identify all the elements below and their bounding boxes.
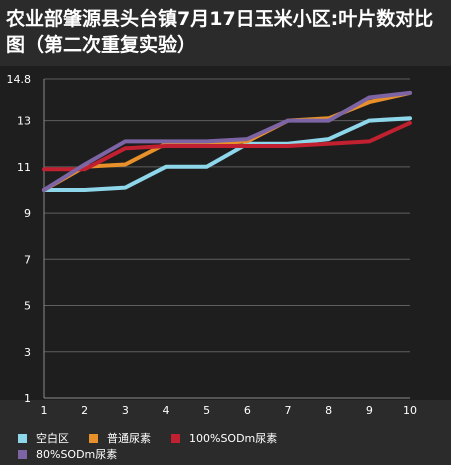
x-tick-label: 8 [325, 404, 332, 417]
plot-area [0, 66, 451, 400]
x-tick-label: 5 [203, 404, 210, 417]
series-line-3 [42, 120, 412, 172]
legend: 空白区 普通尿素 100%SODm尿素 80%SODm尿素 [18, 430, 438, 462]
legend-swatch-blank [18, 433, 27, 443]
x-tick-label: 9 [366, 404, 373, 417]
x-tick-label: 6 [244, 404, 251, 417]
legend-label-urea: 普通尿素 [107, 432, 151, 445]
legend-swatch-sodm-80 [18, 449, 27, 459]
x-tick-labels: 1 2 3 4 5 6 7 8 9 10 [41, 404, 418, 417]
legend-label-blank: 空白区 [36, 432, 69, 445]
x-tick-label: 7 [285, 404, 292, 417]
legend-item-sodm-80: 80%SODm尿素 [18, 446, 117, 462]
x-tick-label: 2 [81, 404, 88, 417]
legend-row-1: 空白区 普通尿素 100%SODm尿素 [18, 430, 438, 446]
legend-item-sodm-100: 100%SODm尿素 [171, 430, 277, 446]
legend-row-2: 80%SODm尿素 [18, 446, 438, 462]
legend-label-sodm-80: 80%SODm尿素 [36, 448, 118, 461]
y-tick-label: 7 [24, 253, 31, 266]
chart-title: 农业部肇源县头台镇7月17日玉米小区:叶片数对比图（第二次重复实验） [6, 8, 434, 56]
x-tick-label: 1 [41, 404, 48, 417]
legend-swatch-urea [89, 433, 98, 443]
y-tick-label: 1 [24, 392, 31, 405]
y-tick-label: 13 [17, 115, 31, 128]
series-line-1 [42, 116, 412, 192]
x-tick-label: 4 [163, 404, 170, 417]
x-tick-label: 10 [403, 404, 417, 417]
y-tick-label: 14.8 [7, 73, 32, 86]
y-tick-label: 9 [24, 207, 31, 220]
x-tick-label: 3 [122, 404, 129, 417]
legend-item-blank: 空白区 [18, 430, 69, 446]
series-line-4 [42, 90, 412, 192]
y-tick-label: 5 [24, 300, 31, 313]
legend-swatch-sodm-100 [171, 433, 180, 443]
legend-item-urea: 普通尿素 [89, 430, 151, 446]
series-lines [42, 90, 412, 192]
y-tick-label: 3 [24, 346, 31, 359]
legend-label-sodm-100: 100%SODm尿素 [189, 432, 278, 445]
y-tick-label: 11 [17, 161, 31, 174]
